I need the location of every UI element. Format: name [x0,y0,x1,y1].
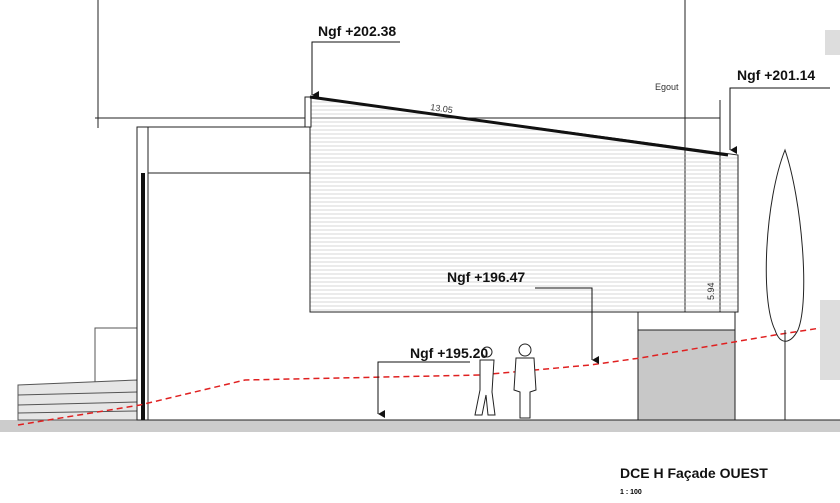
ground [0,420,840,432]
tree [766,150,803,420]
dimension-label: 5.94 [706,282,716,300]
drawing: Ngf +202.38 Ngf +201.14 Egout 13.05 5.94… [0,0,840,503]
building [137,97,738,420]
level-label: Ngf +202.38 [318,23,396,39]
level-label: Ngf +195.20 [410,345,488,361]
caption-scale: 1 : 100 [620,489,642,496]
annotation: Egout [655,82,679,92]
left-steps [18,328,137,420]
caption-title: DCE H Façade OUEST [620,465,768,481]
level-label: Ngf +201.14 [737,67,815,83]
right-artifacts [820,30,840,380]
level-label: Ngf +196.47 [447,269,525,285]
